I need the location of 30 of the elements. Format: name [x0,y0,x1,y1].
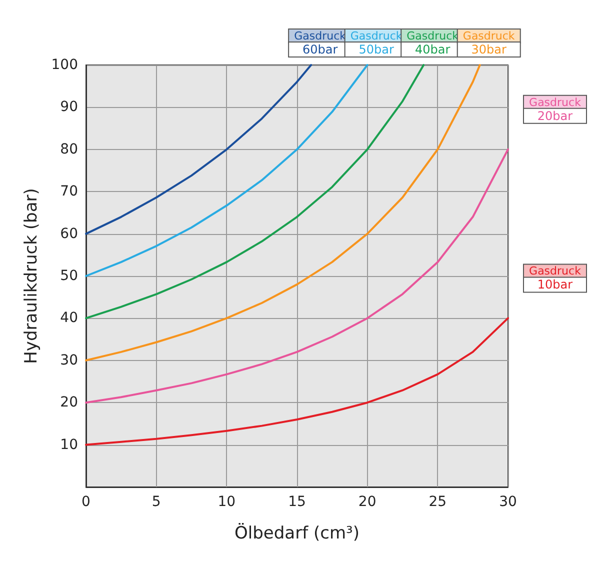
x-tick-label: 15 [288,494,306,510]
x-tick-label: 5 [152,494,161,510]
y-tick-label: 90 [60,99,78,116]
line-series [85,64,425,320]
line-series [85,64,481,362]
series-label: Gasdruck 40bar [406,30,460,56]
line-series [85,64,368,277]
series-label: Gasdruck 60bar [294,30,347,56]
y-tick-label: 100 [51,57,78,73]
y-tick-label: 20 [60,394,78,411]
y-axis-title: Hydraulikdruck (bar) [22,188,42,364]
line-series [85,148,509,404]
y-tick-label: 30 [60,352,78,368]
y-tick-label: 40 [60,310,78,326]
y-tick-label: 50 [60,268,78,284]
line-series [85,317,509,446]
x-tick-label: 0 [82,494,90,510]
y-tick-label: 10 [60,436,78,453]
series-label: Gasdruck 30bar [462,30,516,56]
x-tick-label: 25 [428,494,447,510]
x-tick-label: 20 [358,494,376,510]
y-tick-label: 60 [60,226,78,242]
x-axis-title: Ölbedarf (cm³) [234,522,360,544]
y-tick-label: 70 [60,184,78,200]
text: Gasdruck 10bar [529,264,582,292]
x-tick-label: 30 [499,494,517,510]
x-tick-label: 10 [218,494,236,510]
y-tick-label: 80 [60,141,78,158]
text: Gasdruck 20bar [529,96,582,123]
line-series [85,64,312,235]
